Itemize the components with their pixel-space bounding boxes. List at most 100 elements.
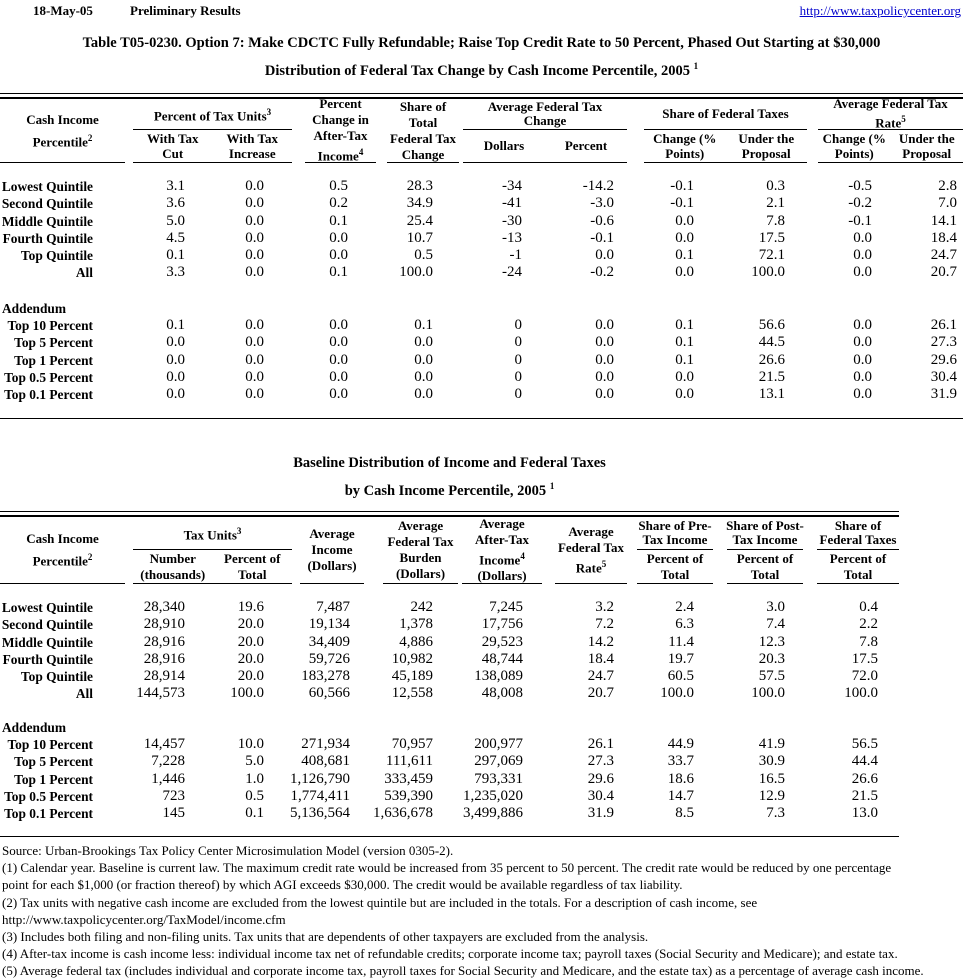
value-cell: 1,446	[130, 771, 212, 788]
value-cell: 57.5	[720, 668, 810, 685]
value-cell: 12,558	[373, 685, 460, 702]
value-cell: 56.6	[726, 317, 811, 334]
value-cell: 0.1	[130, 317, 212, 334]
value-cell: 0.0	[811, 386, 889, 403]
value-cell: 24.7	[548, 668, 632, 685]
footnotes: Source: Urban-Brookings Tax Policy Cente…	[2, 842, 962, 980]
value-cell: 0.0	[212, 334, 294, 351]
value-cell: -41	[462, 195, 546, 212]
value-cell: 0.5	[380, 247, 462, 264]
value-cell: 3,499,886	[460, 805, 548, 822]
value-cell: 20.0	[212, 634, 294, 651]
value-cell: 0.0	[546, 247, 633, 264]
value-cell: 28.3	[380, 178, 462, 195]
value-cell: 0.1	[633, 247, 726, 264]
value-cell: 0.0	[294, 334, 380, 351]
value-cell: -0.1	[633, 195, 726, 212]
value-cell: -30	[462, 213, 546, 230]
value-cell: 0	[462, 352, 546, 369]
value-cell: 0.0	[633, 264, 726, 281]
value-cell: 0.0	[294, 352, 380, 369]
value-cell: 56.5	[810, 736, 899, 753]
footnote-line: (1) Calendar year. Baseline is current l…	[2, 859, 962, 876]
value-cell: 0.0	[212, 178, 294, 195]
report-date: 18-May-05	[33, 3, 93, 19]
row-label: Top Quintile	[0, 247, 130, 264]
value-cell: 0.0	[633, 230, 726, 247]
value-cell: 0.1	[294, 213, 380, 230]
value-cell: 13.0	[810, 805, 899, 822]
value-cell: 0.5	[212, 788, 294, 805]
value-cell: 41.9	[720, 736, 810, 753]
value-cell: 19.7	[632, 651, 720, 668]
value-cell: 29.6	[548, 771, 632, 788]
value-cell: 7,487	[294, 599, 373, 616]
value-cell: 34.9	[380, 195, 462, 212]
value-cell: 59,726	[294, 651, 373, 668]
value-cell: 1,378	[373, 616, 460, 633]
value-cell: 0.1	[294, 264, 380, 281]
value-cell: 0.0	[380, 352, 462, 369]
value-cell: -0.2	[811, 195, 889, 212]
value-cell: -3.0	[546, 195, 633, 212]
col-group-share-of-federal-taxes: Share of Federal Taxes Change (%Points) …	[644, 99, 807, 163]
value-cell: 10,982	[373, 651, 460, 668]
row-label: Second Quintile	[0, 616, 130, 633]
row-label: Top 0.5 Percent	[0, 369, 130, 386]
addendum-label: Addendum	[0, 719, 66, 736]
value-cell: 44.5	[726, 334, 811, 351]
value-cell: 200,977	[460, 736, 548, 753]
value-cell: 28,910	[130, 616, 212, 633]
main-title: Table T05-0230. Option 7: Make CDCTC Ful…	[0, 32, 963, 82]
value-cell: 100.0	[810, 685, 899, 702]
value-cell: 3.1	[130, 178, 212, 195]
value-cell: 7.0	[889, 195, 963, 212]
value-cell: 20.0	[212, 616, 294, 633]
col-average-after-tax-income: Average After-Tax Income4 (Dollars)	[462, 517, 542, 584]
row-label: Top 10 Percent	[0, 736, 130, 753]
value-cell: 31.9	[889, 386, 963, 403]
taxpolicycenter-link[interactable]: http://www.taxpolicycenter.org	[800, 3, 961, 19]
tax-change-table: Cash Income Percentile2 Percent of Tax U…	[0, 93, 963, 419]
value-cell: 28,914	[130, 668, 212, 685]
value-cell: 0.0	[130, 352, 212, 369]
value-cell: 19,134	[294, 616, 373, 633]
col-average-federal-tax-rate: Average Federal Tax Rate5	[555, 517, 627, 584]
value-cell: 0.0	[130, 369, 212, 386]
value-cell: 0.0	[811, 264, 889, 281]
value-cell: 25.4	[380, 213, 462, 230]
value-cell: 28,916	[130, 651, 212, 668]
value-cell: 60,566	[294, 685, 373, 702]
value-cell: 12.9	[720, 788, 810, 805]
row-label: All	[0, 264, 130, 281]
value-cell: 29.6	[889, 352, 963, 369]
col-pct-change-after-tax-income: Percent Change in After-Tax Income4	[305, 99, 376, 163]
value-cell: 30.4	[548, 788, 632, 805]
main-title-line1: Table T05-0230. Option 7: Make CDCTC Ful…	[0, 32, 963, 55]
value-cell: 14.1	[889, 213, 963, 230]
value-cell: 14,457	[130, 736, 212, 753]
value-cell: 20.3	[720, 651, 810, 668]
row-label: All	[0, 685, 130, 702]
table1-header: Cash Income Percentile2 Percent of Tax U…	[0, 99, 963, 163]
value-cell: 21.5	[726, 369, 811, 386]
value-cell: 0.0	[212, 213, 294, 230]
value-cell: 17.5	[810, 651, 899, 668]
row-label: Middle Quintile	[0, 634, 130, 651]
value-cell: -0.6	[546, 213, 633, 230]
value-cell: 4.5	[130, 230, 212, 247]
value-cell: 18.4	[889, 230, 963, 247]
